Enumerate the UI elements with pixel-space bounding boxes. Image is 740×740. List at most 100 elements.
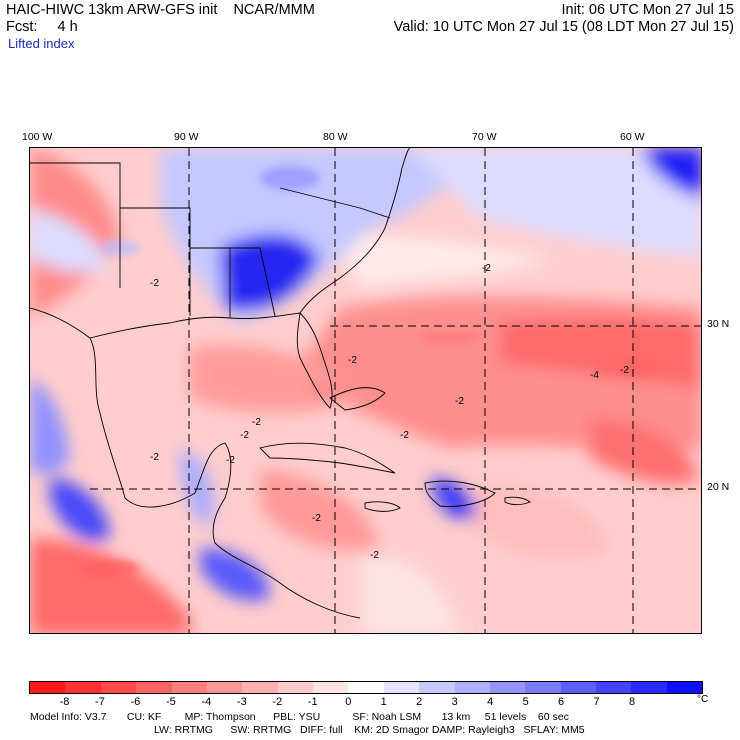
colorbar-cell — [206, 682, 243, 693]
colorbar-tick-label: -5 — [166, 696, 176, 708]
contour-label: -2 — [400, 430, 409, 441]
colorbar-tick-label: -8 — [59, 696, 70, 708]
colorbar-cell — [100, 682, 137, 693]
stable-region-central-america — [200, 548, 270, 601]
unstable-region-gulf — [190, 345, 360, 413]
us-east-coast — [299, 148, 411, 314]
colorbar-tick-label: -4 — [201, 696, 212, 708]
colorbar-cell — [596, 682, 632, 693]
colorbar-cell — [136, 682, 172, 693]
lifted-index-map: -2 -2 -2 -2 -2 -2 -2 -2 -2 -2 -2 -2 -4 — [29, 147, 702, 634]
colorbar-cell — [631, 682, 667, 693]
us-state-borders-east — [279, 187, 391, 219]
model-info-line2: LW: RRTMG SW: RRTMG DIFF: full KM: 2D Sm… — [154, 724, 585, 736]
contour-label: -2 — [370, 550, 379, 561]
colorbar-tick-label: 5 — [522, 696, 529, 708]
lon-label-70w: 70 W — [472, 131, 497, 143]
colorbar-tick-label: -3 — [236, 696, 247, 708]
us-state-borders — [30, 162, 260, 249]
strong-stable-region-northeast — [640, 148, 701, 198]
colorbar-cell — [348, 682, 384, 693]
neutral-region-north — [330, 235, 550, 288]
field-speckle — [80, 560, 140, 576]
unstable-region-east — [590, 418, 700, 485]
colorbar-tick-label: -6 — [130, 696, 141, 708]
colorbar-cell — [65, 682, 101, 693]
lon-label-100w: 100 W — [22, 131, 53, 143]
us-gulf-coast-florida — [89, 312, 333, 409]
colorbar-cell — [419, 682, 455, 693]
colorbar-tick-label: 4 — [487, 696, 494, 708]
stable-region-plains — [30, 208, 110, 273]
weak-unstable-region — [470, 485, 610, 559]
unstable-region-pacific — [30, 538, 190, 633]
colorbar-cell — [171, 682, 207, 693]
contour-label: -2 — [150, 278, 159, 289]
neutral-region-south — [360, 556, 460, 633]
contour-label: -4 — [590, 370, 599, 381]
jamaica-outline — [364, 501, 401, 512]
us-state-borders-vertical — [119, 208, 276, 318]
contour-label: -2 — [226, 455, 235, 466]
colorbar-tick-label: -1 — [307, 696, 318, 708]
model-title: HAIC-HIWC 13km ARW-GFS init NCAR/MMM — [6, 2, 315, 18]
field-speckle — [510, 338, 590, 358]
puerto-rico-outline — [504, 496, 531, 506]
contour-label: -2 — [240, 430, 249, 441]
colorbar-cell — [560, 682, 596, 693]
gulf-coast-mexico — [30, 307, 361, 619]
strong-stable-region-georgia — [220, 234, 320, 311]
colorbar-cell — [242, 682, 278, 693]
init-time: Init: 06 UTC Mon 27 Jul 15 — [561, 2, 734, 18]
colorbar-cell — [489, 682, 526, 693]
valid-time: Valid: 10 UTC Mon 27 Jul 15 (08 LDT Mon … — [393, 19, 734, 35]
colorbar-unit: °C — [697, 694, 709, 705]
cuba-outline — [259, 442, 396, 474]
colorbar-cell — [30, 682, 66, 693]
contour-label: -2 — [482, 263, 491, 274]
hispaniola-outline — [424, 480, 496, 507]
lat-label-30n: 30 N — [707, 318, 730, 330]
lat-label-20n: 20 N — [707, 481, 730, 493]
field-speckle — [420, 331, 480, 345]
colorbar-tick-label: -7 — [95, 696, 105, 708]
field-speckle — [260, 166, 320, 190]
lon-label-80w: 80 W — [323, 131, 348, 143]
contour-label: -2 — [348, 355, 357, 366]
colorbar-cell — [525, 682, 561, 693]
colorbar-tick-label: 3 — [451, 696, 458, 708]
field-speckle — [305, 380, 355, 396]
field-speckle — [595, 360, 665, 376]
colorbar-cell — [277, 682, 313, 693]
colorbar — [29, 681, 703, 694]
lat-lon-grid — [90, 148, 701, 633]
colorbar-tick-label: 0 — [345, 696, 352, 708]
colorbar-tick-label: 7 — [593, 696, 600, 708]
map-svg: -2 -2 -2 -2 -2 -2 -2 -2 -2 -2 -2 -2 -4 — [30, 148, 701, 633]
colorbar-tick-label: 8 — [628, 696, 636, 708]
contour-label: -2 — [252, 417, 261, 428]
colorbar-cell — [666, 682, 703, 693]
coastlines — [30, 148, 531, 619]
contour-label: -2 — [312, 513, 321, 524]
contour-label: -2 — [620, 365, 629, 376]
model-info-line1: Model Info: V3.7 CU: KF MP: Thompson PBL… — [30, 711, 569, 723]
forecast-hour: Fcst: 4 h — [6, 19, 78, 35]
field-name: Lifted index — [8, 36, 75, 51]
colorbar-cell — [454, 682, 490, 693]
colorbar-cell — [313, 682, 349, 693]
stable-region-mexico — [30, 378, 70, 475]
colorbar-tick-label: 1 — [380, 696, 387, 708]
contour-label: -2 — [455, 396, 464, 407]
contour-label: -2 — [150, 452, 159, 463]
stable-region-atlantic — [410, 148, 701, 258]
bahamas-outline — [329, 387, 386, 411]
strong-stable-region-mexico — [50, 478, 110, 541]
colorbar-tick-label: -2 — [272, 696, 283, 708]
colorbar-cell — [383, 682, 420, 693]
contour-labels: -2 -2 -2 -2 -2 -2 -2 -2 -2 -2 -2 -2 -4 — [150, 263, 629, 561]
colorbar-tick-label: 2 — [416, 696, 423, 708]
lon-label-60w: 60 W — [620, 131, 645, 143]
lon-label-90w: 90 W — [174, 131, 199, 143]
stable-region-hispaniola — [430, 478, 476, 519]
